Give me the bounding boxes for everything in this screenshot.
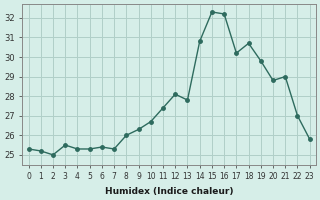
X-axis label: Humidex (Indice chaleur): Humidex (Indice chaleur) <box>105 187 233 196</box>
